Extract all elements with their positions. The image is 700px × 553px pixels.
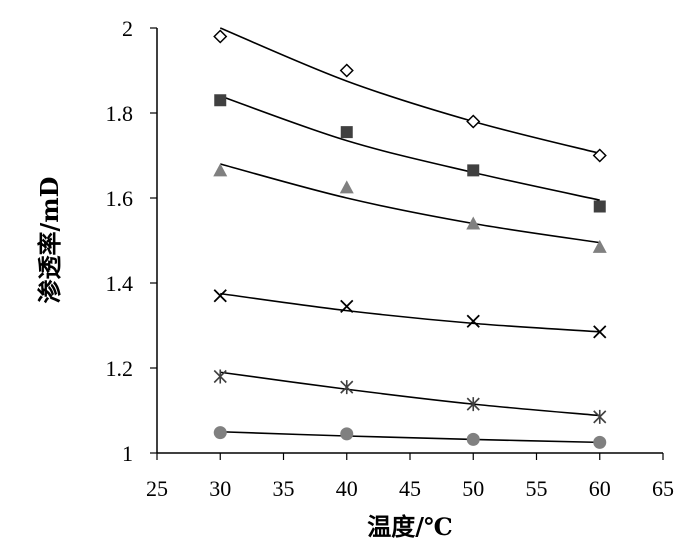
- data-point-series-1: [592, 148, 607, 163]
- x-tick-label: 40: [336, 476, 358, 501]
- data-point-series-2: [214, 94, 227, 107]
- data-point-series-4: [340, 299, 354, 314]
- trendlines: [219, 27, 600, 444]
- data-point-series-3: [592, 239, 607, 253]
- x-tick-label: 65: [652, 476, 674, 501]
- data-point-series-5: [593, 409, 607, 424]
- ticks: [150, 27, 664, 460]
- tick-labels: 25 30 35 40 45 50 55 60 65 1 1.2 1.4 1.6 1.8 2: [106, 16, 675, 501]
- data-point-series-3: [213, 163, 228, 177]
- x-tick-label: 45: [399, 476, 421, 501]
- data-point-series-2: [467, 164, 480, 177]
- y-tick-label: 1: [122, 441, 133, 466]
- data-point-series-3: [339, 180, 354, 194]
- data-point-series-6: [466, 432, 480, 446]
- trendline-series-3: [220, 163, 600, 244]
- data-point-series-1: [466, 114, 481, 129]
- y-tick-label: 1.6: [106, 186, 134, 211]
- data-point-series-2: [340, 126, 353, 139]
- x-axis-title: 温度/℃: [367, 512, 453, 541]
- data-point-series-1: [213, 29, 228, 44]
- data-point-series-3: [466, 216, 481, 230]
- x-tick-label: 60: [589, 476, 611, 501]
- data-point-series-6: [340, 427, 354, 441]
- y-tick-label: 1.4: [106, 271, 134, 296]
- trendline-series-1: [219, 27, 600, 155]
- x-tick-label: 55: [526, 476, 548, 501]
- data-point-series-4: [466, 314, 480, 328]
- y-tick-label: 2: [122, 16, 133, 41]
- data-point-series-2: [593, 200, 606, 213]
- y-tick-label: 1.8: [106, 101, 134, 126]
- data-point-series-1: [339, 63, 354, 78]
- x-tick-label: 30: [209, 476, 231, 501]
- data-point-series-6: [213, 426, 227, 440]
- data-points: [213, 29, 607, 449]
- data-point-series-5: [340, 380, 354, 395]
- data-point-series-6: [593, 435, 607, 449]
- data-point-series-4: [593, 325, 607, 339]
- x-tick-label: 35: [273, 476, 295, 501]
- x-tick-label: 25: [146, 476, 168, 501]
- data-point-series-5: [213, 369, 227, 384]
- data-point-series-4: [213, 289, 227, 303]
- y-axis-title: 渗透率/mD: [35, 177, 64, 304]
- x-tick-label: 50: [462, 476, 484, 501]
- trendline-series-6: [220, 430, 600, 444]
- data-point-series-5: [466, 397, 480, 412]
- y-tick-label: 1.2: [106, 356, 134, 381]
- trendline-series-2: [219, 95, 600, 201]
- trendline-series-5: [220, 371, 600, 417]
- trendline-series-4: [220, 292, 600, 333]
